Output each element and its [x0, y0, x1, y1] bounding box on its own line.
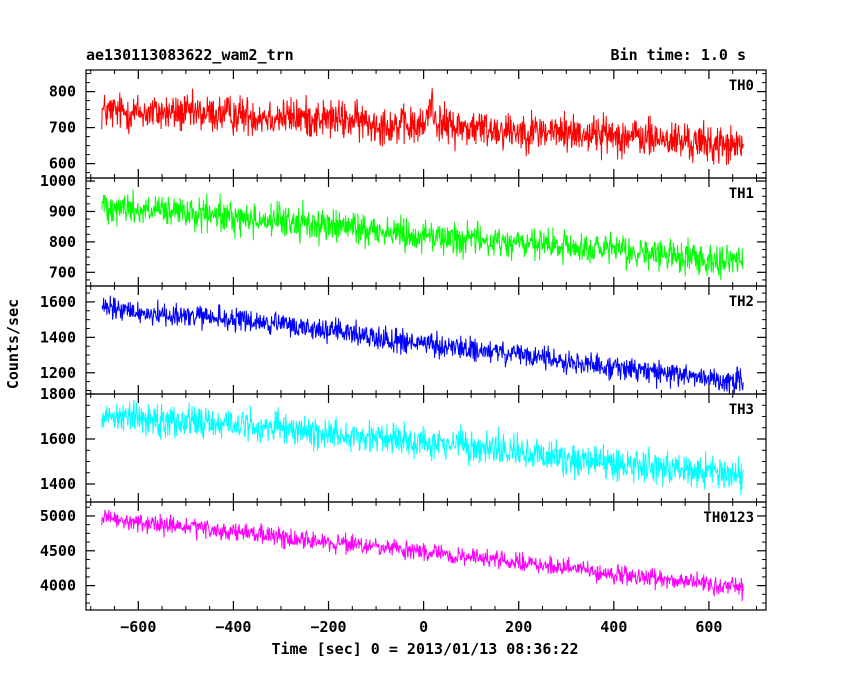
- bin-time-label: Bin time: 1.0 s: [611, 46, 746, 64]
- y-tick-label: 1200: [40, 364, 76, 382]
- x-axis-label: Time [sec] 0 = 2013/01/13 08:36:22: [271, 640, 578, 658]
- y-tick-label: 1400: [40, 328, 76, 346]
- y-tick-label: 700: [49, 119, 76, 137]
- chart-title: ae130113083622_wam2_trn: [86, 46, 294, 64]
- x-tick-label: 200: [505, 618, 532, 636]
- y-tick-label: 1400: [40, 475, 76, 493]
- panel-th2: 1200 1400 1600 TH2: [40, 285, 767, 395]
- panels-group: 600 700 800 TH0 700 800 900 1000 TH1 1200 1400 1600…: [40, 69, 767, 611]
- y-tick-label: 1600: [40, 293, 76, 311]
- panel-frame: [85, 501, 767, 611]
- y-tick-label: 4500: [40, 542, 76, 560]
- series-line-th3: [101, 400, 744, 496]
- x-tick-label: −600: [120, 618, 156, 636]
- panel-label-th1: TH1: [729, 186, 754, 202]
- y-tick-label: 800: [49, 233, 76, 251]
- y-axis-label: Counts/sec: [4, 299, 22, 389]
- y-tick-label: 1000: [40, 172, 76, 190]
- y-tick-label: 800: [49, 83, 76, 101]
- x-tick-labels: −600 −400 −200 0 200 400 600: [120, 618, 722, 636]
- y-tick-label: 900: [49, 202, 76, 220]
- y-tick-label: 1600: [40, 430, 76, 448]
- y-tick-label: 600: [49, 155, 76, 173]
- y-tick-label: 4000: [40, 577, 76, 595]
- x-tick-label: 0: [419, 618, 428, 636]
- series-line-th1: [101, 189, 744, 281]
- panel-th3: 1400 1600 1800 TH3: [40, 385, 767, 503]
- x-tick-label: 600: [695, 618, 722, 636]
- panel-th1: 700 800 900 1000 TH1: [40, 172, 767, 287]
- series-line-th2: [101, 295, 744, 394]
- x-tick-label: −400: [215, 618, 251, 636]
- panel-label-th0: TH0: [729, 78, 754, 94]
- y-tick-label: 5000: [40, 507, 76, 525]
- panel-label-th0123: TH0123: [703, 510, 754, 526]
- y-tick-label: 1800: [40, 385, 76, 403]
- panel-frame: [85, 285, 767, 395]
- panel-label-th2: TH2: [729, 294, 754, 310]
- panel-frame: [85, 69, 767, 179]
- x-tick-label: −200: [310, 618, 346, 636]
- panel-label-th3: TH3: [729, 402, 754, 418]
- panel-th0: 600 700 800 TH0: [49, 69, 767, 179]
- series-line-th0: [101, 88, 744, 166]
- series-line-th0123: [101, 509, 744, 602]
- y-tick-label: 700: [49, 263, 76, 281]
- panel-th0123: 4000 4500 5000 TH0123: [40, 501, 767, 611]
- x-tick-label: 400: [600, 618, 627, 636]
